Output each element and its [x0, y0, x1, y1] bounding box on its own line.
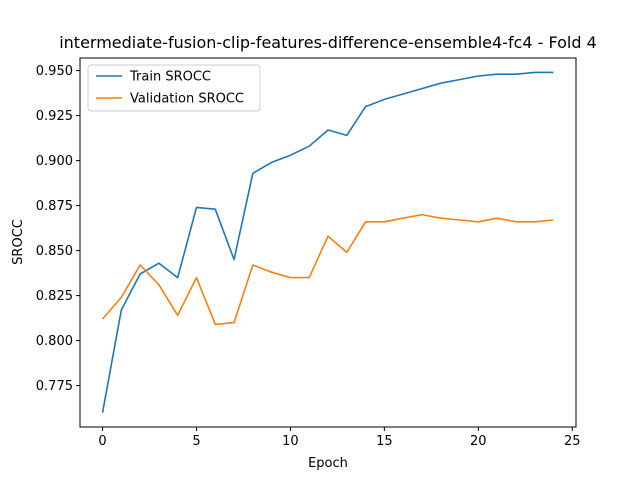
x-tick-label: 15: [376, 434, 393, 449]
y-tick-label: 0.900: [36, 154, 73, 169]
y-tick-label: 0.850: [36, 244, 73, 259]
x-tick-label: 25: [564, 434, 581, 449]
legend-box: [87, 64, 261, 112]
plot-frame: [79, 57, 577, 428]
plot-lines: [101, 71, 554, 413]
x-axis-label: Epoch: [308, 456, 348, 471]
y-tick-label: 0.950: [36, 64, 73, 79]
legend-label: Validation SROCC: [130, 92, 244, 107]
series-line-validation: [101, 213, 554, 326]
y-tick-label: 0.925: [36, 109, 73, 124]
legend: Train SROCC Validation SROCC: [87, 64, 261, 112]
y-tick-label: 0.825: [36, 289, 73, 304]
chart-title: intermediate-fusion-clip-features-differ…: [59, 33, 597, 52]
y-tick-label: 0.800: [36, 334, 73, 349]
x-axis-ticks: 0 5 10 15 20 25: [98, 427, 581, 449]
x-tick-label: 0: [98, 434, 106, 449]
series-line-train: [101, 71, 554, 413]
y-tick-label: 0.775: [36, 379, 73, 394]
y-axis-ticks: 0.775 0.800 0.825 0.850 0.875 0.900 0.925 0.950: [36, 64, 80, 394]
y-tick-label: 0.875: [36, 199, 73, 214]
x-tick-label: 20: [470, 434, 487, 449]
x-tick-label: 10: [282, 434, 299, 449]
legend-label: Train SROCC: [129, 70, 211, 85]
x-tick-label: 5: [192, 434, 200, 449]
y-axis-label: SROCC: [11, 219, 26, 265]
